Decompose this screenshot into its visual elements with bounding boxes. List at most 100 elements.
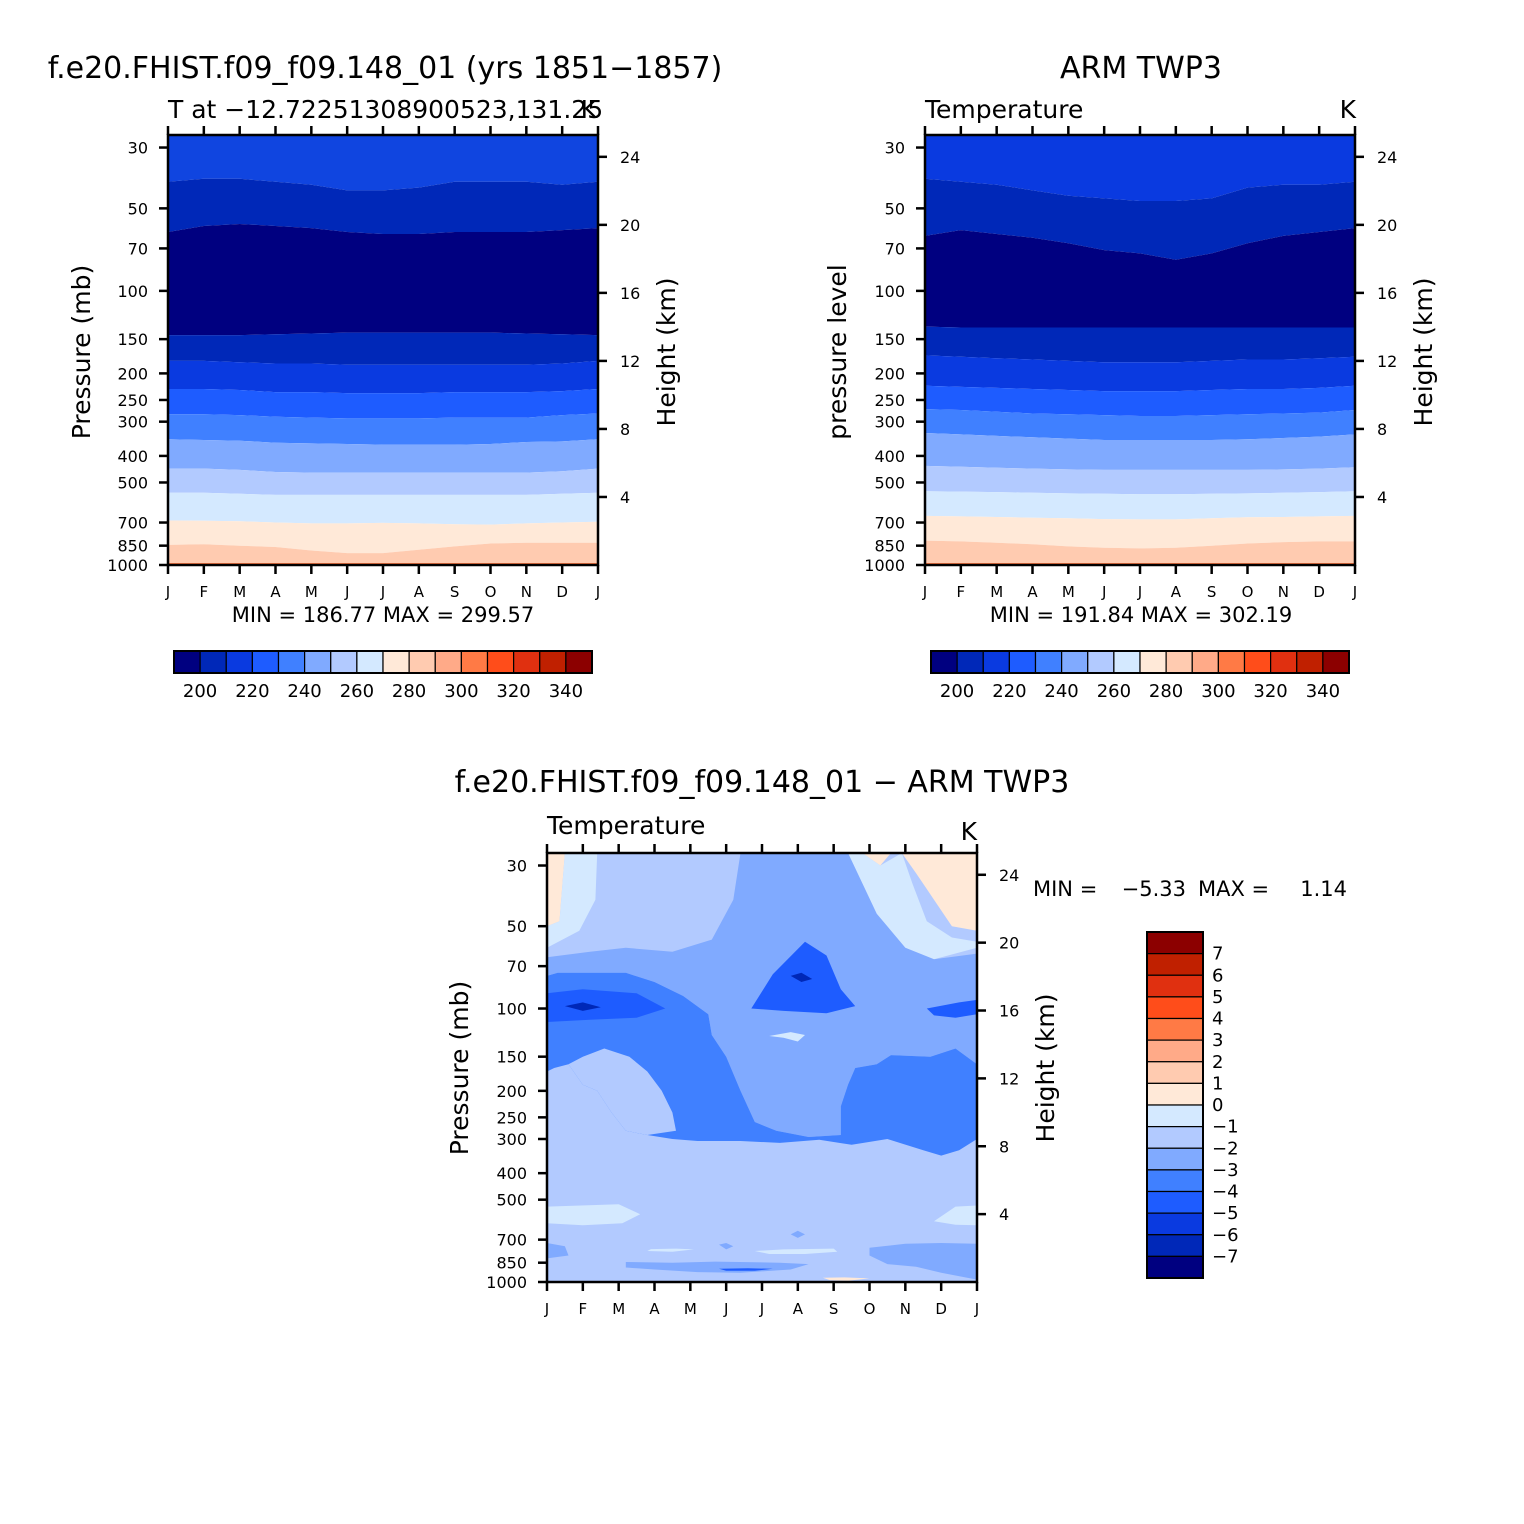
diff-contour-region [547,1204,641,1226]
diff-pressure-label: 300 [496,1130,527,1149]
obs-pressure-label: 100 [874,282,905,301]
obs-band [925,326,1355,363]
obs-stats: MIN = 191.84 MAX = 302.19 [990,603,1292,627]
model-height-label: 20 [620,216,640,235]
diff-colorbar-swatch [1146,1104,1204,1128]
model-band [168,492,598,525]
model-month-label: M [233,583,246,601]
obs-height-label: 20 [1377,216,1397,235]
diff-month-label: J [723,1300,728,1318]
model-band [168,413,598,445]
diff-colorbar-label: −4 [1212,1182,1239,1203]
model-height-label: 16 [620,284,640,303]
model-pressure-label: 70 [128,239,148,258]
obs-pressure-label: 300 [874,413,905,432]
obs-colorbar-swatch [1087,650,1115,674]
obs-month-label: M [1062,583,1075,601]
obs-pressure-label: 30 [885,139,905,158]
obs-band [925,515,1355,549]
model-y2label: Height (km) [652,278,681,427]
diff-colorbar-label: 1 [1212,1073,1223,1094]
diff-colorbar-label: 0 [1212,1095,1223,1116]
obs-month-label: N [1278,583,1289,601]
model-band [168,439,598,473]
model-pressure-label: 250 [117,391,148,410]
obs-pressure-label: 850 [874,537,905,556]
diff-colorbar-swatch [1146,1190,1204,1214]
diff-colorbar-label: −1 [1212,1117,1239,1138]
model-ylabel: Pressure (mb) [67,265,96,439]
model-height-label: 4 [620,488,630,507]
obs-title: ARM TWP3 [1060,51,1222,86]
diff-pressure-label: 50 [507,917,527,936]
model-axes: J F M A M J J A S O N D J 30 50 70 100 150 200 250 300 400 500… [107,126,640,601]
obs-colorbar-label: 300 [1201,681,1235,702]
obs-colorbar-swatch [1034,650,1063,674]
model-band [168,520,598,554]
model-pressure-label: 150 [117,330,148,349]
diff-colorbar-label: −6 [1212,1225,1239,1246]
diff-units: K [961,817,978,846]
obs-colorbar-label: 260 [1097,681,1131,702]
obs-colorbar-label: 220 [992,681,1026,702]
model-month-label: J [344,583,349,601]
obs-colorbar-swatch [1191,650,1219,674]
model-pressure-label: 50 [128,199,148,218]
diff-pressure-label: 250 [496,1108,527,1127]
diff-colorbar-label: 6 [1212,965,1223,986]
diff-month-label: F [579,1300,588,1318]
obs-colorbar-swatch [1322,650,1350,674]
diff-colorbar-swatch [1146,1061,1204,1084]
model-pressure-label: 500 [117,473,148,492]
diff-contour-region [564,1002,601,1011]
diff-colorbar-swatch [1146,1255,1204,1279]
diff-height-label: 8 [999,1137,1009,1156]
obs-pressure-label: 70 [885,239,905,258]
obs-colorbar-swatch [1217,650,1246,674]
model-month-label: F [200,583,209,601]
obs-subtitle: Temperature [924,95,1083,124]
diff-colorbar-swatch [1146,953,1204,976]
obs-colorbar-swatch [982,650,1010,674]
model-band [168,178,598,234]
model-colorbar-label: 300 [444,681,478,702]
model-height-label: 12 [620,352,640,371]
obs-month-label: D [1313,583,1325,601]
diff-contour-region [901,853,977,931]
obs-colorbar-frame [930,650,1350,674]
obs-month-label: M [990,583,1003,601]
obs-pressure-label: 1000 [864,556,905,575]
diff-stats-min-label: MIN = [1033,877,1097,901]
model-band [168,389,598,419]
model-month-label: N [521,583,532,601]
obs-height-label: 8 [1377,420,1387,439]
model-month-label: A [414,583,425,601]
diff-month-label: M [612,1300,625,1318]
model-pressure-label: 30 [128,139,148,158]
model-colorbar-frame [173,650,593,674]
diff-month-label: D [935,1300,947,1318]
diff-colorbar-label: 2 [1212,1052,1223,1073]
diff-contour-regions [547,853,977,1282]
model-band [168,332,598,365]
diff-contour-region [926,999,977,1018]
diff-colorbar-label: 5 [1212,987,1223,1008]
diff-colorbar-swatch [1146,1126,1204,1149]
diff-pressure-label: 100 [496,1000,527,1019]
diff-contour-region [719,1268,773,1271]
diff-pressure-label: 1000 [486,1273,527,1292]
obs-month-label: F [957,583,966,601]
model-colorbar-swatch [173,650,201,674]
model-colorbar-label: 220 [235,681,269,702]
model-band [168,360,598,394]
model-colorbar-swatch [304,650,332,674]
model-panel: f.e20.FHIST.f09_f09.148_01 (yrs 1851−185… [48,51,723,702]
obs-pressure-label: 200 [874,364,905,383]
model-band [168,224,598,336]
diff-colorbar-label: −2 [1212,1138,1239,1159]
diff-month-label: A [649,1300,660,1318]
obs-month-label: O [1242,583,1254,601]
obs-colorbar-swatch [1139,650,1167,674]
model-title: f.e20.FHIST.f09_f09.148_01 (yrs 1851−185… [48,51,723,86]
